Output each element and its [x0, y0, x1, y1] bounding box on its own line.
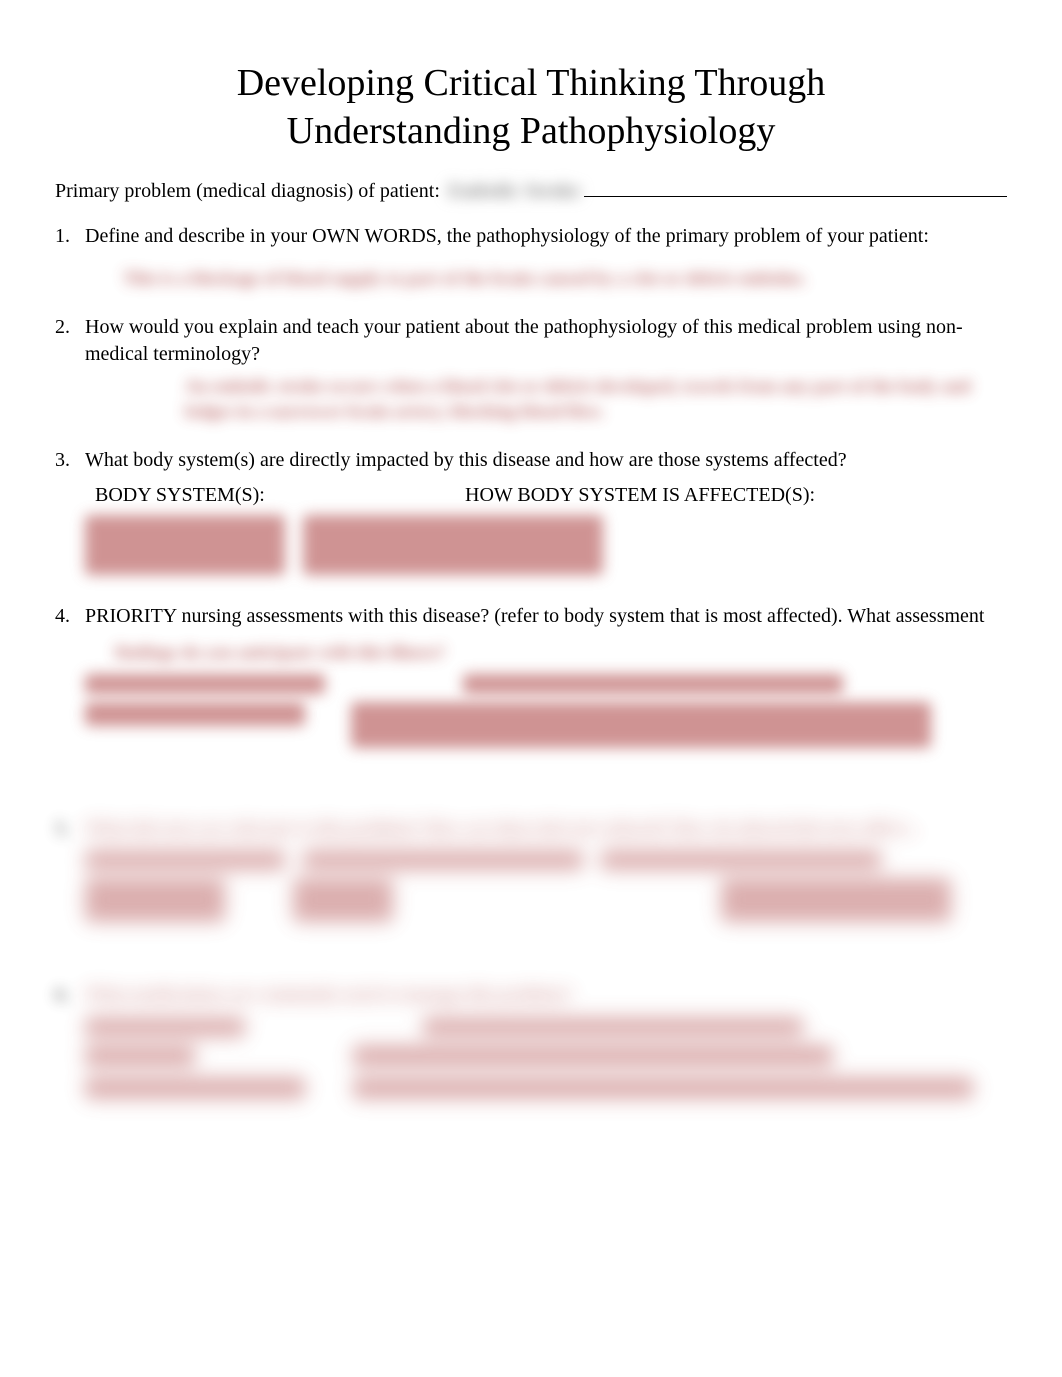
q3-header-left: BODY SYSTEM(S): — [95, 482, 465, 509]
q5-h3 — [601, 850, 881, 870]
question-4-text: PRIORITY nursing assessments with this d… — [85, 605, 984, 627]
q6-header-row — [85, 1017, 1007, 1039]
question-2-answer: An embolic stroke occurs when a blood cl… — [185, 374, 1007, 423]
question-2-text: How would you explain and teach your pat… — [85, 316, 963, 365]
underline — [584, 173, 1007, 197]
q5-h1 — [85, 850, 285, 870]
question-3-headers: BODY SYSTEM(S): HOW BODY SYSTEM IS AFFEC… — [95, 482, 1007, 509]
q6-row-2 — [85, 1077, 1007, 1105]
document-title: Developing Critical Thinking Through Und… — [55, 60, 1007, 155]
q6-h1 — [85, 1017, 245, 1037]
question-6-text: What medications are commonly used to ma… — [85, 982, 1007, 1006]
q6-h2 — [423, 1017, 803, 1037]
q6-r2c1 — [85, 1077, 305, 1099]
question-6: What medications are commonly used to ma… — [55, 982, 1007, 1104]
question-1: Define and describe in your OWN WORDS, t… — [55, 223, 1007, 290]
q5-c1 — [85, 878, 225, 922]
question-1-answer: This is a blockage of blood supply to pa… — [123, 266, 1007, 290]
q3-body-row — [85, 515, 1007, 579]
question-3: What body system(s) are directly impacte… — [55, 447, 1007, 579]
q3-effects-cell — [303, 515, 603, 575]
q6-r2c2 — [353, 1077, 973, 1099]
question-3-text: What body system(s) are directly impacte… — [85, 449, 847, 471]
q5-h2 — [303, 850, 583, 870]
question-5: What lab tests are relevant to this prob… — [55, 816, 1007, 958]
question-2: How would you explain and teach your pat… — [55, 314, 1007, 423]
primary-problem-row: Primary problem (medical diagnosis) of p… — [55, 173, 1007, 203]
q4-assessment-cell — [85, 702, 305, 726]
q4-header-row — [85, 674, 1007, 696]
title-line-2: Understanding Pathophysiology — [287, 110, 776, 152]
question-1-text: Define and describe in your OWN WORDS, t… — [85, 225, 929, 247]
q5-row-1 — [85, 878, 1007, 958]
q3-header-right: HOW BODY SYSTEM IS AFFECTED(S): — [465, 482, 815, 509]
primary-problem-label: Primary problem (medical diagnosis) of p… — [55, 180, 440, 203]
question-list: Define and describe in your OWN WORDS, t… — [55, 223, 1007, 1105]
q4-rationale-cell — [351, 702, 931, 748]
primary-problem-value: Embolic Stroke — [448, 180, 580, 203]
q5-c2 — [293, 878, 393, 922]
question-4: PRIORITY nursing assessments with this d… — [55, 603, 1007, 792]
q4-subtext: findings do you anticipate with this ill… — [115, 640, 1007, 664]
q6-r1c1 — [85, 1045, 195, 1067]
q5-header-row — [85, 850, 1007, 872]
q4-header-left — [85, 674, 325, 694]
q4-header-right — [463, 674, 843, 694]
q6-row-1 — [85, 1045, 1007, 1073]
q6-r1c2 — [353, 1045, 833, 1067]
question-5-text: What lab tests are relevant to this prob… — [85, 816, 1007, 840]
q3-systems-cell — [85, 515, 285, 575]
q4-body-row — [85, 702, 1007, 792]
q5-c3 — [721, 878, 951, 922]
title-line-1: Developing Critical Thinking Through — [237, 62, 826, 104]
